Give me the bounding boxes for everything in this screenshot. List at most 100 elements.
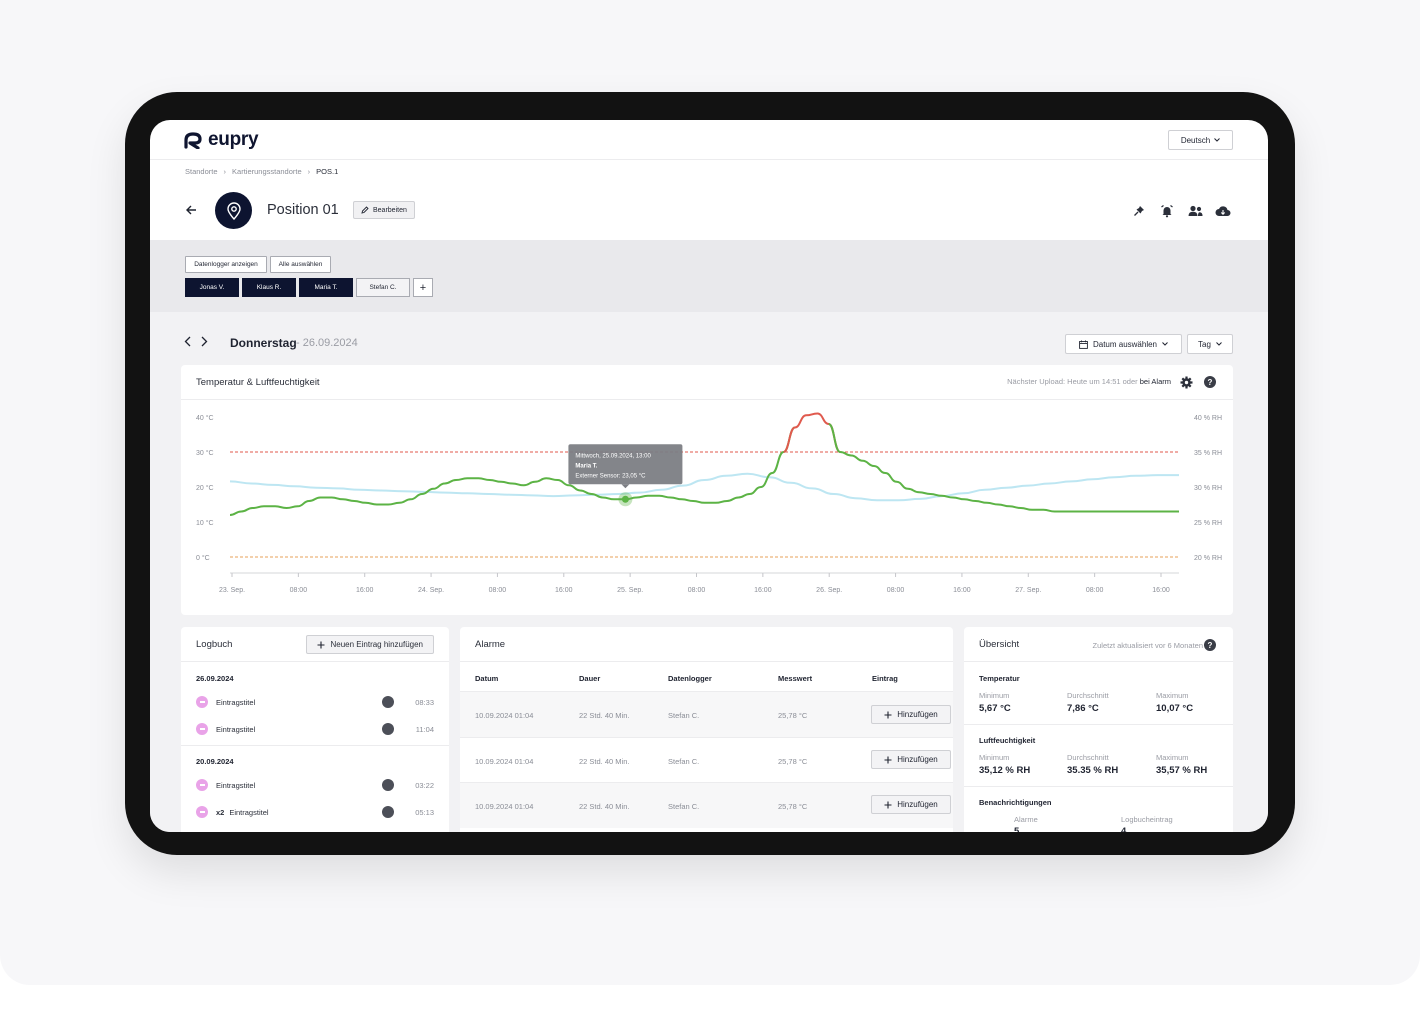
add-entry-row-button[interactable]: Hinzufügen [871, 750, 951, 769]
chevron-right-icon [201, 336, 208, 347]
x-axis-tick-label: 16:00 [1152, 587, 1170, 594]
chevron-right-icon: › [307, 167, 311, 176]
users-button[interactable] [1187, 203, 1203, 219]
logger-chip-stefan[interactable]: Stefan C. [356, 278, 410, 297]
user-avatar-icon [382, 779, 394, 791]
alarms-count-value: 5 [1014, 826, 1020, 832]
chevron-down-icon [1162, 342, 1168, 346]
chart-settings-button[interactable] [1180, 376, 1193, 392]
logbook-header: Logbuch Neuen Eintrag hinzufügen [181, 627, 449, 662]
log-entry-title: Eintragstitel [216, 724, 256, 734]
divider [964, 724, 1233, 725]
humidity-series-line [229, 472, 1179, 502]
top-bar: eupry Deutsch [150, 120, 1268, 160]
logo[interactable]: eupry [184, 129, 259, 151]
pin-button[interactable] [1131, 203, 1147, 219]
tooltip-line-2: Maria T. [575, 463, 597, 469]
pencil-icon [361, 206, 369, 214]
column-header-datum: Datum [475, 674, 499, 683]
back-button[interactable] [186, 203, 197, 218]
list-item[interactable]: Eintragstitel 08:33 [196, 694, 434, 710]
help-icon[interactable]: ? [1204, 376, 1216, 388]
plus-icon [884, 711, 892, 718]
add-entry-button[interactable]: Neuen Eintrag hinzufügen [306, 635, 434, 654]
breadcrumb-kartierungsstandorte[interactable]: Kartierungsstandorte [232, 167, 302, 176]
table-row[interactable]: 10.09.2024 01:04 22 Std. 40 Min. Stefan … [460, 692, 953, 737]
add-entry-row-label: Hinzufügen [897, 755, 938, 764]
overview-header: Übersicht Zuletzt aktualisiert vor 6 Mon… [964, 627, 1233, 662]
alarm-button[interactable] [1159, 203, 1175, 219]
y-axis-tick-label: 20 °C [196, 484, 214, 492]
upload-alarm-text: bei Alarm [1139, 377, 1171, 386]
logger-chip-maria[interactable]: Maria T. [299, 278, 353, 297]
highlight-point [621, 495, 629, 503]
temp-avg-value: 7,86 °C [1067, 703, 1099, 714]
tooltip-line-1: Mittwoch, 25.09.2024, 13:00 [575, 453, 651, 459]
column-header-eintrag: Eintrag [872, 674, 898, 683]
range-select[interactable]: Tag [1187, 334, 1233, 354]
log-entry-time: 08:33 [415, 697, 434, 707]
overview-updated-note: Zuletzt aktualisiert vor 6 Monaten [1092, 641, 1203, 650]
logbook-card: Logbuch Neuen Eintrag hinzufügen 26.09.2… [181, 627, 449, 832]
x-axis-tick-label: 24. Sep. [418, 587, 444, 594]
logger-chip-jonas[interactable]: Jonas V. [185, 278, 239, 297]
add-logger-button[interactable]: + [413, 278, 433, 297]
temp-max-label: Maximum [1156, 691, 1189, 700]
temperature-section-label: Temperatur [979, 674, 1020, 683]
list-item[interactable]: Eintragstitel 11:04 [196, 721, 434, 737]
log-entry-time: 03:22 [415, 780, 434, 790]
add-entry-row-button[interactable]: Hinzufügen [871, 705, 951, 724]
rh-max-value: 35,57 % RH [1156, 765, 1208, 776]
cloud-download-button[interactable] [1215, 203, 1231, 219]
x-axis-tick-label: 08:00 [290, 587, 308, 594]
alarms-title: Alarme [475, 638, 506, 650]
select-all-button[interactable]: Alle auswählen [270, 256, 331, 273]
next-day-button[interactable] [201, 336, 208, 350]
table-row[interactable]: 10.09.2024 01:04 22 Std. 40 Min. Stefan … [460, 783, 953, 828]
show-loggers-button[interactable]: Datenlogger anzeigen [185, 256, 267, 273]
calendar-icon [1079, 340, 1088, 349]
breadcrumb-standorte[interactable]: Standorte [185, 167, 218, 176]
rh-avg-label: Durchschnitt [1067, 753, 1109, 762]
temperature-alarm-segment [783, 412, 841, 453]
current-date: - 26.09.2024 [296, 337, 358, 349]
y-axis-tick-label: 0 °C [196, 554, 210, 562]
log-entry-time: 11:04 [415, 724, 434, 734]
chat-bubble-icon [196, 696, 208, 708]
log-date-2: 20.09.2024 [196, 757, 234, 766]
rh-max-label: Maximum [1156, 753, 1189, 762]
chat-bubble-icon [196, 806, 208, 818]
cell-dauer: 22 Std. 40 Min. [579, 802, 630, 811]
cell-dauer: 22 Std. 40 Min. [579, 757, 630, 766]
add-entry-row-button[interactable]: Hinzufügen [871, 795, 951, 814]
divider [460, 737, 953, 738]
plus-icon [884, 801, 892, 808]
table-row[interactable]: 10.09.2024 01:04 22 Std. 40 Min. Stefan … [460, 738, 953, 783]
add-entry-label: Neuen Eintrag hinzufügen [330, 640, 423, 649]
breadcrumb: Standorte › Kartierungsstandorte › POS.1 [185, 167, 338, 176]
list-item[interactable]: x2 Eintragstitel 05:13 [196, 804, 434, 820]
logger-chip-klaus[interactable]: Klaus R. [242, 278, 296, 297]
rh-min-value: 35,12 % RH [979, 765, 1031, 776]
logo-icon [184, 132, 202, 149]
language-label: Deutsch [1180, 135, 1211, 145]
temperature-humidity-chart: 40 °C 30 °C 20 °C 10 °C 0 °C 40 % RH 35 % RH 30… [196, 412, 1222, 594]
log-entry-time: 05:13 [415, 807, 434, 817]
help-icon[interactable]: ? [1204, 639, 1216, 651]
divider [460, 691, 953, 692]
date-picker-button[interactable]: Datum auswählen [1065, 334, 1182, 354]
user-avatar-icon [382, 806, 394, 818]
upload-note-text: Nächster Upload: Heute um 14:51 oder [1007, 377, 1138, 386]
rh-min-label: Minimum [979, 753, 1010, 762]
list-item[interactable]: Eintragstitel 03:22 [196, 777, 434, 793]
gear-icon [1180, 376, 1193, 389]
chart-card-header: Temperatur & Luftfeuchtigkeit Nächster U… [181, 365, 1233, 400]
divider [964, 786, 1233, 787]
prev-day-button[interactable] [184, 336, 191, 350]
notifications-section-label: Benachrichtigungen [979, 798, 1052, 807]
temp-max-value: 10,07 °C [1156, 703, 1194, 714]
edit-button[interactable]: Bearbeiten [353, 201, 415, 219]
cell-dauer: 22 Std. 40 Min. [579, 711, 630, 720]
language-select[interactable]: Deutsch [1168, 130, 1233, 150]
add-entry-row-label: Hinzufügen [897, 710, 938, 719]
